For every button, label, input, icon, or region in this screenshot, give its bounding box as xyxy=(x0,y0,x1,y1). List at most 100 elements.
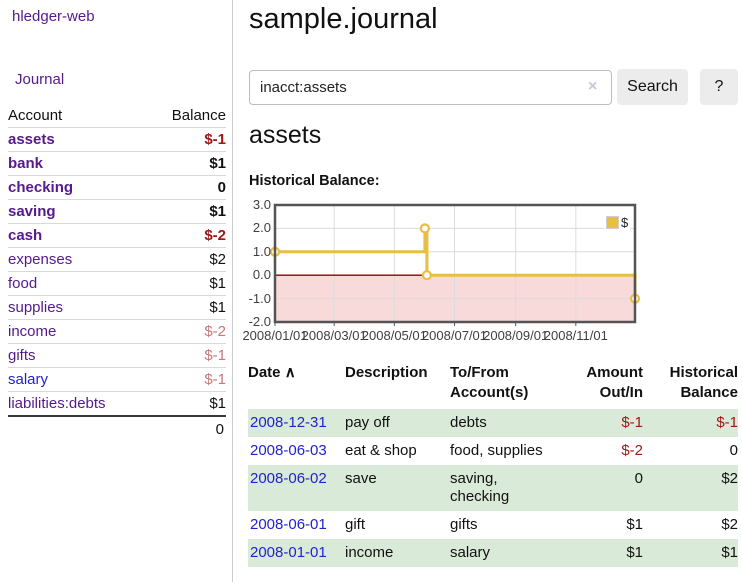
account-balance: $-1 xyxy=(148,367,226,392)
account-name-cell: assets xyxy=(8,127,149,152)
account-balance: $-1 xyxy=(148,343,226,368)
register-amount: $-2 xyxy=(621,442,643,459)
register-date-link[interactable]: 2008-06-01 xyxy=(250,516,327,533)
accounts-header-line1: To/From xyxy=(450,364,509,381)
nav-journal-link[interactable]: Journal xyxy=(15,71,65,88)
register-header-balance: Historical Balance xyxy=(643,361,738,409)
amount-header-line2: Out/In xyxy=(599,384,643,401)
account-name-cell: cash xyxy=(8,223,149,248)
account-row: supplies $1 xyxy=(8,295,226,320)
account-name-cell: income xyxy=(8,319,149,344)
sort-ascending-icon: ∧ xyxy=(284,364,296,381)
amount-header-line1: Amount xyxy=(586,364,643,381)
x-tick-label: 2008/03/01 xyxy=(301,328,367,343)
register-table-body: 2008-12-31 pay off debts $-1 $-1 2008-06-03 ea… xyxy=(248,409,738,567)
help-button[interactable]: ? xyxy=(700,69,738,105)
account-name-cell: expenses xyxy=(8,247,149,272)
register-date-cell: 2008-06-02 xyxy=(248,465,345,511)
account-link-cash[interactable]: cash xyxy=(8,227,43,244)
accounts-header-balance: Balance xyxy=(148,104,226,128)
clear-search-icon[interactable]: × xyxy=(588,78,598,95)
account-link-expenses[interactable]: expenses xyxy=(8,251,73,268)
account-link-checking[interactable]: checking xyxy=(8,179,74,196)
register-date-cell: 2008-12-31 xyxy=(248,409,345,437)
legend-label: $ xyxy=(621,215,629,230)
account-link-assets[interactable]: assets xyxy=(8,131,55,148)
register-amount: $-1 xyxy=(621,414,643,431)
accounts-header-account: Account xyxy=(8,104,149,128)
register-description: gift xyxy=(345,516,366,533)
account-row: assets $-1 xyxy=(8,127,226,152)
register-description: pay off xyxy=(345,414,390,431)
account-link-income[interactable]: income xyxy=(8,323,57,340)
balance-header-line1: Historical xyxy=(669,364,738,381)
account-balance: $-2 xyxy=(148,319,226,344)
plot-border xyxy=(273,203,637,324)
register-date-link[interactable]: 2008-01-01 xyxy=(250,544,327,561)
account-name-cell: gifts xyxy=(8,343,149,368)
register-balance: $-1 xyxy=(716,414,738,431)
accounts-table: Account Balance assets $-1 bank $1 checking 0… xyxy=(8,104,226,442)
register-balance: $2 xyxy=(721,470,738,487)
search-input[interactable] xyxy=(249,70,612,105)
account-row: liabilities:debts $1 xyxy=(8,391,226,417)
account-link-saving[interactable]: saving xyxy=(8,203,56,220)
account-balance: 0 xyxy=(148,175,226,200)
sidebar: hledger-web Journal Account Balance asse… xyxy=(0,0,233,582)
accounts-total-value: 0 xyxy=(148,415,226,442)
account-balance: $-1 xyxy=(148,127,226,152)
register-row: 2008-12-31 pay off debts $-1 $-1 xyxy=(248,409,738,437)
register-date-link[interactable]: 2008-06-03 xyxy=(250,442,327,459)
register-balance: 0 xyxy=(729,442,738,459)
account-balance: $2 xyxy=(148,247,226,272)
register-header-date[interactable]: Date ∧ xyxy=(248,361,345,409)
account-link-food[interactable]: food xyxy=(8,275,38,292)
historical-balance-label: Historical Balance: xyxy=(249,173,380,189)
register-balance: $2 xyxy=(721,516,738,533)
account-balance: $1 xyxy=(148,295,226,320)
account-link-salary[interactable]: salary xyxy=(8,371,49,388)
register-date-link[interactable]: 2008-12-31 xyxy=(250,414,327,431)
balance-header-line2: Balance xyxy=(680,384,738,401)
account-name-cell: food xyxy=(8,271,149,296)
account-link-liabilities-debts[interactable]: liabilities:debts xyxy=(8,395,106,412)
y-tick-label: 3.0 xyxy=(252,197,271,212)
account-row: bank $1 xyxy=(8,151,226,176)
y-tick-label: -1.0 xyxy=(248,290,271,306)
register-row: 2008-01-01 income salary $1 $1 xyxy=(248,539,738,567)
register-date-link[interactable]: 2008-06-02 xyxy=(250,470,327,487)
balance-chart: 3.0 2.0 1.0 0.0 -1.0 -2.0 2008/01/01 2008/03/0… xyxy=(242,197,642,347)
accounts-total-row: 0 xyxy=(8,415,226,442)
x-tick-label: 2008/01/01 xyxy=(242,328,308,343)
accounts-table-body: assets $-1 bank $1 checking 0 saving $1 cash $-2 e… xyxy=(8,127,226,417)
register-amount: $1 xyxy=(626,516,643,533)
data-point-marker xyxy=(419,223,430,234)
account-link-supplies[interactable]: supplies xyxy=(8,299,64,316)
accounts-total-spacer xyxy=(8,415,149,442)
account-balance: $1 xyxy=(148,199,226,224)
account-heading: assets xyxy=(249,121,322,149)
account-row: checking 0 xyxy=(8,175,226,200)
account-balance: $1 xyxy=(148,271,226,296)
account-link-bank[interactable]: bank xyxy=(8,155,44,172)
register-row: 2008-06-01 gift gifts $1 $2 xyxy=(248,511,738,539)
account-name-cell: salary xyxy=(8,367,149,392)
account-row: income $-2 xyxy=(8,319,226,344)
x-tick-label: 2008/07/01 xyxy=(421,328,488,343)
x-tick-label: 2008/05/01 xyxy=(361,328,427,343)
register-accounts: gifts xyxy=(450,516,478,533)
register-accounts: saving, checking xyxy=(450,470,510,505)
register-description: income xyxy=(345,544,394,561)
account-link-gifts[interactable]: gifts xyxy=(8,347,36,364)
account-name-cell: checking xyxy=(8,175,149,200)
search-button[interactable]: Search xyxy=(617,69,688,105)
account-balance: $-2 xyxy=(148,223,226,248)
account-row: saving $1 xyxy=(8,199,226,224)
register-accounts: debts xyxy=(450,414,487,431)
accounts-header-line2: Account(s) xyxy=(450,384,529,401)
brand-link[interactable]: hledger-web xyxy=(12,8,95,25)
account-row: salary $-1 xyxy=(8,367,226,392)
register-row: 2008-06-03 eat & shop food, supplies $-2 0 xyxy=(248,437,738,465)
register-header-amount: Amount Out/In xyxy=(563,361,643,409)
register-date-cell: 2008-01-01 xyxy=(248,539,345,567)
